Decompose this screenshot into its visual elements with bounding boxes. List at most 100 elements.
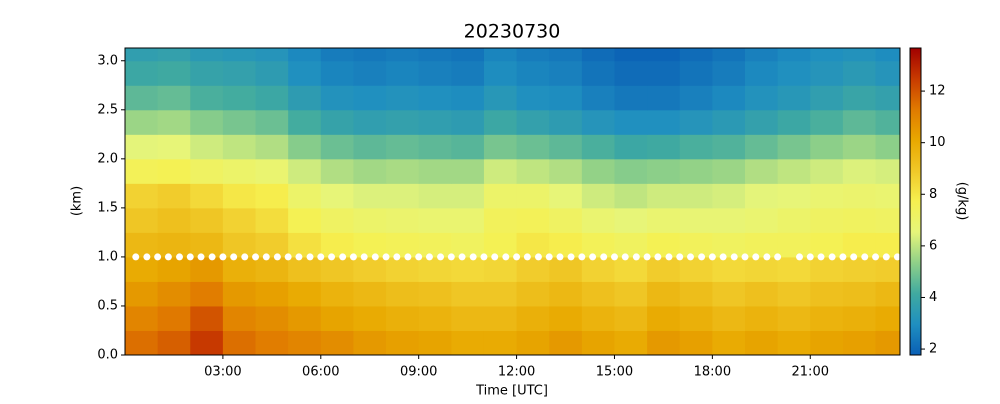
- heatmap-cell: [190, 60, 224, 86]
- heatmap-cell: [288, 60, 322, 86]
- heatmap-cell: [255, 281, 289, 307]
- heatmap-cell: [875, 256, 900, 282]
- heatmap-cell: [320, 134, 354, 160]
- point: [763, 253, 771, 261]
- heatmap-cell: [810, 109, 844, 135]
- heatmap-cell: [255, 158, 289, 184]
- point: [850, 253, 858, 261]
- heatmap-cell: [418, 85, 452, 111]
- heatmap-cell: [614, 232, 648, 258]
- heatmap-cell: [745, 85, 779, 111]
- heatmap-cell: [353, 232, 387, 258]
- colorbar-tick-label: 6: [929, 238, 937, 253]
- heatmap-cell: [777, 134, 811, 160]
- y-tick-label: 2.5: [97, 102, 118, 117]
- heatmap-cell: [483, 85, 518, 111]
- heatmap-cell: [745, 48, 779, 62]
- heatmap-cell: [288, 158, 322, 184]
- heatmap-cell: [516, 109, 550, 135]
- point: [306, 253, 314, 261]
- heatmap-cell: [483, 232, 518, 258]
- heatmap-cell: [255, 207, 289, 233]
- heatmap-cell: [581, 134, 615, 160]
- heatmap-cell: [451, 330, 485, 355]
- heatmap-cell: [451, 305, 485, 331]
- heatmap-cell: [842, 330, 877, 355]
- heatmap-cell: [810, 158, 844, 184]
- heatmap-cell: [581, 183, 615, 209]
- heatmap-cell: [125, 232, 159, 258]
- heatmap-cell: [842, 207, 877, 233]
- heatmap-cell: [157, 48, 191, 62]
- heatmap-cell: [255, 330, 289, 355]
- x-tick-label: 06:00: [302, 365, 339, 380]
- heatmap-cell: [679, 256, 713, 282]
- heatmap-cell: [125, 85, 159, 111]
- heatmap-cell: [842, 109, 877, 135]
- heatmap-cell: [549, 158, 583, 184]
- heatmap-cell: [516, 134, 550, 160]
- heatmap-cell: [614, 48, 648, 62]
- heatmap-cell: [190, 232, 224, 258]
- heatmap-cell: [190, 109, 224, 135]
- colorbar-tick-label: 8: [929, 187, 937, 202]
- heatmap-cell: [614, 60, 648, 86]
- heatmap-cell: [451, 183, 485, 209]
- heatmap-cell: [288, 281, 322, 307]
- heatmap-cell: [810, 60, 844, 86]
- point: [654, 253, 662, 261]
- heatmap-cell: [157, 60, 191, 86]
- heatmap-cell: [581, 330, 615, 355]
- point: [600, 253, 608, 261]
- point: [328, 253, 336, 261]
- heatmap-cell: [810, 85, 844, 111]
- heatmap-cell: [516, 183, 550, 209]
- heatmap-cell: [647, 207, 681, 233]
- point: [371, 253, 379, 261]
- heatmap-cell: [353, 281, 387, 307]
- heatmap-cell: [712, 85, 746, 111]
- heatmap-cell: [451, 281, 485, 307]
- point: [719, 253, 727, 261]
- point: [708, 253, 716, 261]
- heatmap-cell: [679, 109, 713, 135]
- heatmap-cell: [320, 183, 354, 209]
- heatmap-cell: [745, 134, 779, 160]
- heatmap-cell: [712, 305, 746, 331]
- heatmap-cell: [386, 256, 420, 282]
- heatmap-cell: [255, 85, 289, 111]
- point: [295, 253, 303, 261]
- point: [882, 253, 890, 261]
- heatmap-cell: [516, 330, 550, 355]
- heatmap-cell: [614, 256, 648, 282]
- heatmap-cell: [222, 281, 257, 307]
- heatmap-cell: [777, 85, 811, 111]
- heatmap-cell: [516, 207, 550, 233]
- heatmap-cell: [875, 48, 900, 62]
- heatmap-cell: [745, 158, 779, 184]
- point: [534, 253, 542, 261]
- heatmap-cell: [745, 330, 779, 355]
- point: [273, 253, 281, 261]
- heatmap-cell: [679, 134, 713, 160]
- heatmap-cell: [777, 158, 811, 184]
- heatmap-cell: [549, 281, 583, 307]
- heatmap-cell: [483, 60, 518, 86]
- heatmap-cell: [842, 305, 877, 331]
- point: [241, 253, 249, 261]
- point: [349, 253, 357, 261]
- point: [861, 253, 869, 261]
- heatmap-cell: [451, 48, 485, 62]
- heatmap-cell: [516, 60, 550, 86]
- heatmap-cell: [320, 256, 354, 282]
- chart-title: 20230730: [464, 21, 561, 43]
- heatmap-cell: [222, 48, 257, 62]
- point: [154, 253, 162, 261]
- point: [262, 253, 270, 261]
- heatmap-cell: [516, 281, 550, 307]
- heatmap-cell: [842, 256, 877, 282]
- heatmap-cell: [222, 330, 257, 355]
- heatmap-cell: [418, 158, 452, 184]
- point: [665, 253, 673, 261]
- point: [621, 253, 629, 261]
